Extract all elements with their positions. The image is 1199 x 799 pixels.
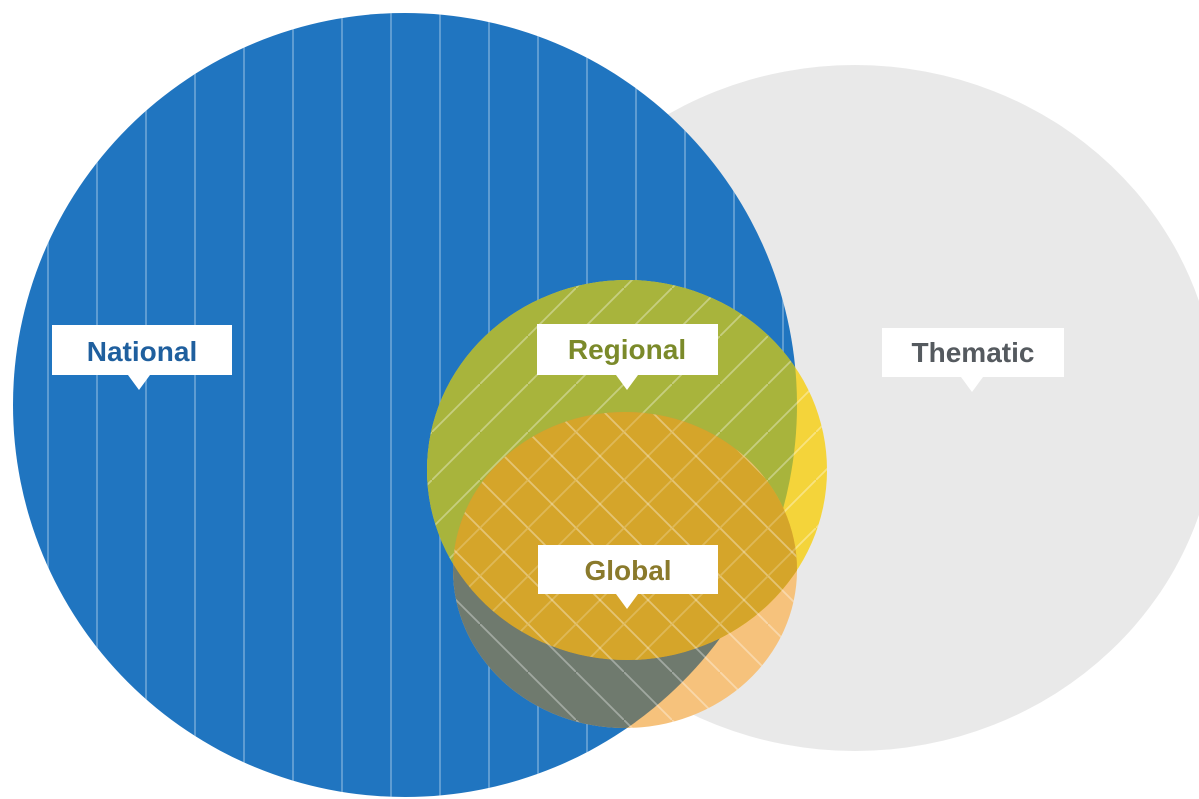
- thematic-label-text: Thematic: [912, 337, 1035, 368]
- national-label: National: [52, 325, 232, 390]
- thematic-label: Thematic: [882, 328, 1064, 392]
- national-label-text: National: [87, 336, 197, 367]
- global-label: Global: [538, 545, 718, 609]
- global-label-text: Global: [584, 555, 671, 586]
- regional-label: Regional: [537, 324, 718, 390]
- regional-label-text: Regional: [568, 334, 686, 365]
